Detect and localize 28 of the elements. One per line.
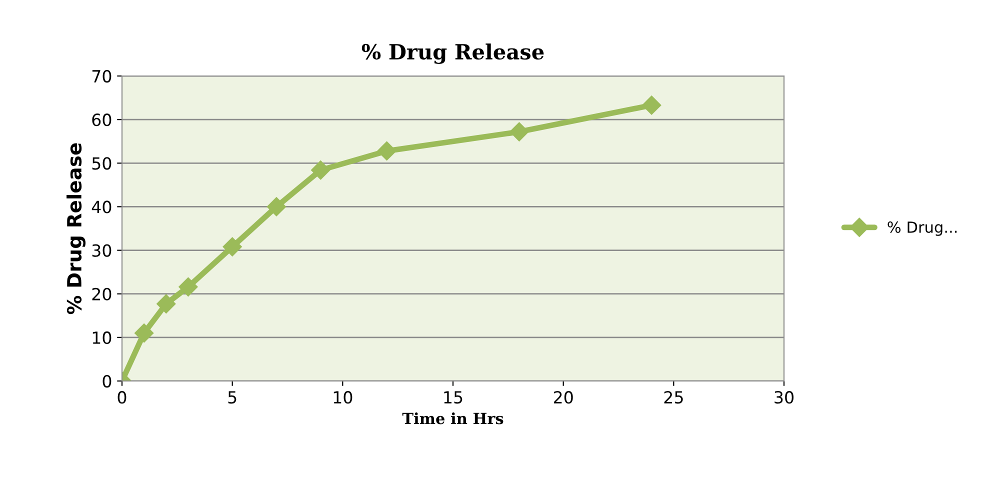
point: [510, 122, 529, 142]
y-tick-label: 60: [92, 114, 112, 126]
y-tick-label: 50: [92, 157, 112, 170]
y-tick-label: 70: [92, 70, 112, 83]
point: [311, 160, 330, 180]
point: [266, 197, 286, 216]
y-tick-label: 40: [92, 200, 112, 214]
x-tick-label: 10: [334, 391, 352, 404]
y-axis-title: % Drug Release: [66, 143, 86, 314]
y-tick-label: 10: [92, 331, 112, 344]
x-tick-label: 25: [664, 391, 683, 404]
point: [642, 96, 662, 115]
point: [134, 324, 154, 343]
chart-title: % Drug Release: [362, 44, 544, 64]
point: [156, 294, 176, 314]
x-tick-label: 20: [554, 391, 573, 404]
x-tick-label: 30: [774, 391, 794, 404]
point: [222, 237, 242, 256]
point: [377, 141, 396, 160]
x-tick-label: 5: [228, 391, 236, 404]
legend-label: % Drug...: [888, 221, 957, 236]
y-tick-label: 30: [92, 244, 112, 257]
x-tick-label: 15: [444, 391, 462, 404]
y-tick-label: 20: [92, 288, 112, 300]
x-axis-title: Time in Hrs: [402, 412, 504, 424]
y-tick-label: 0: [102, 374, 112, 388]
x-tick-label: 0: [118, 391, 126, 404]
point: [178, 277, 198, 296]
